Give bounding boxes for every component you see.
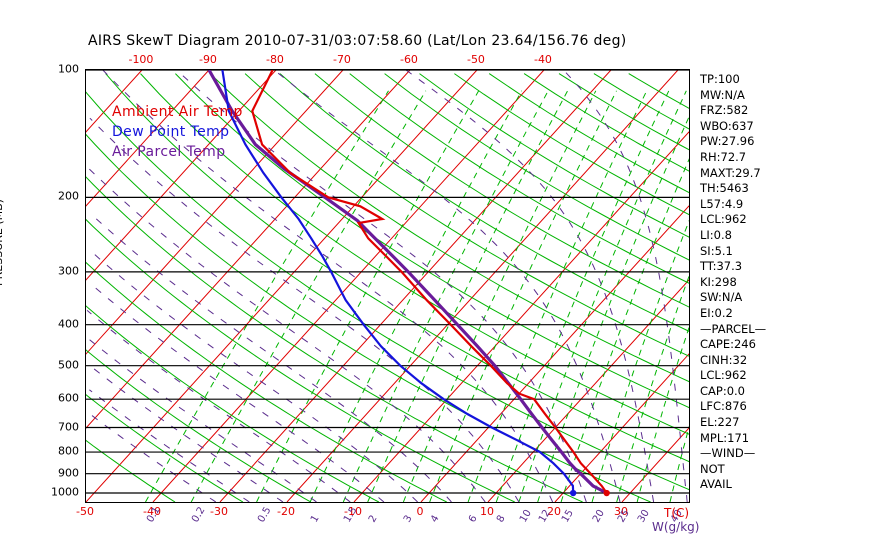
top-temp-tick--60: -60: [399, 53, 418, 66]
pressure-tick-400: 400: [58, 317, 79, 331]
mixing-ratio-tick-12: 15: [560, 507, 577, 525]
index-tt: TT:37.3: [700, 259, 743, 274]
mixing-ratio-axis-title: W(g/kg): [652, 520, 700, 534]
index-lcl2: LCL:962: [700, 368, 747, 383]
bottom-temp-tick-30: 30: [614, 505, 628, 518]
mixing-ratio-tick-15: 30: [636, 507, 653, 525]
index-wind_hdr: —WIND—: [700, 446, 756, 461]
index-wind_2: AVAIL: [700, 477, 732, 492]
mixing-ratio-tick-2: 0.5: [255, 505, 274, 525]
pressure-tick-600: 600: [58, 391, 79, 405]
index-tp: TP:100: [700, 72, 740, 86]
legend-ambient-air-temp: Ambient Air Temp: [112, 104, 243, 120]
legend-dew-point-temp: Dew Point Temp: [112, 124, 230, 140]
index-th: TH:5463: [700, 181, 749, 196]
index-parcel_hdr: —PARCEL—: [700, 321, 767, 336]
index-ei: EI:0.2: [700, 305, 733, 320]
index-ki: KI:298: [700, 274, 737, 289]
skewt-plot-area[interactable]: [85, 69, 690, 503]
bottom-temp-tick-10: 10: [480, 505, 494, 518]
top-temp-tick--90: -90: [198, 53, 217, 66]
pressure-tick-900: 900: [58, 466, 79, 480]
index-li: LI:0.8: [700, 227, 732, 242]
top-temp-tick--70: -70: [332, 53, 351, 66]
index-frz: FRZ:582: [700, 103, 749, 118]
top-temp-tick--80: -80: [265, 53, 284, 66]
bottom-temp-tick--20: -20: [277, 505, 295, 518]
index-mw: MW:N/A: [700, 87, 745, 102]
mixing-ratio-tick-3: 1: [309, 513, 322, 525]
pressure-axis-title: PRESSURE (MB): [0, 199, 5, 286]
bottom-temp-tick-0: 0: [416, 505, 424, 518]
index-cinh: CINH:32: [700, 352, 748, 367]
index-cap: CAP:0.0: [700, 383, 745, 398]
pressure-tick-100: 100: [58, 62, 79, 76]
sounding-indices-panel: TP:100 MW:N/A FRZ:582 WBO:637 PW:27.96 RH:72.…: [700, 72, 820, 493]
bottom-temp-tick--50: -50: [76, 505, 94, 518]
index-cape: CAPE:246: [700, 337, 756, 352]
index-l57: L57:4.9: [700, 196, 744, 211]
index-maxt: MAXT:29.7: [700, 165, 761, 180]
bottom-temp-tick--30: -30: [210, 505, 228, 518]
index-lfc: LFC:876: [700, 399, 747, 414]
index-wind_1: NOT: [700, 461, 725, 476]
index-wbo: WBO:637: [700, 118, 754, 133]
pressure-tick-500: 500: [58, 358, 79, 372]
bottom-temp-tick--10: -10: [344, 505, 362, 518]
mixing-ratio-tick-1: 0.2: [190, 505, 208, 525]
index-pw: PW:27.96: [700, 134, 755, 149]
mixing-ratio-tick-6: 3: [402, 513, 416, 525]
top-temp-tick--50: -50: [466, 53, 485, 66]
pressure-tick-700: 700: [58, 420, 79, 433]
skewt-canvas: [86, 70, 689, 502]
mixing-ratio-tick-9: 8: [495, 513, 509, 525]
bottom-temp-tick-20: 20: [547, 505, 561, 518]
index-lcl: LCL:962: [700, 212, 747, 227]
mixing-ratio-tick-13: 20: [591, 507, 608, 525]
legend-air-parcel-temp: Air Parcel Temp: [112, 144, 226, 160]
bottom-temp-tick--40: -40: [143, 505, 161, 518]
temperature-axis-title: T(C): [664, 506, 690, 520]
pressure-tick-200: 200: [58, 189, 79, 203]
top-temp-tick--40: -40: [533, 53, 552, 66]
index-sw: SW:N/A: [700, 290, 743, 305]
index-el: EL:227: [700, 415, 740, 430]
pressure-tick-300: 300: [58, 264, 79, 278]
top-temp-tick--100: -100: [128, 53, 154, 66]
pressure-tick-800: 800: [58, 444, 79, 458]
pressure-tick-1000: 1000: [51, 485, 79, 499]
index-si: SI:5.1: [700, 243, 733, 258]
page-title: AIRS SkewT Diagram 2010-07-31/03:07:58.6…: [88, 33, 627, 49]
mixing-ratio-tick-8: 6: [467, 513, 480, 525]
mixing-ratio-tick-7: 4: [428, 513, 442, 525]
mixing-ratio-tick-10: 10: [517, 507, 534, 525]
index-mpl: MPL:171: [700, 430, 750, 445]
mixing-ratio-tick-5: 2: [366, 513, 380, 525]
index-rh: RH:72.7: [700, 149, 747, 164]
